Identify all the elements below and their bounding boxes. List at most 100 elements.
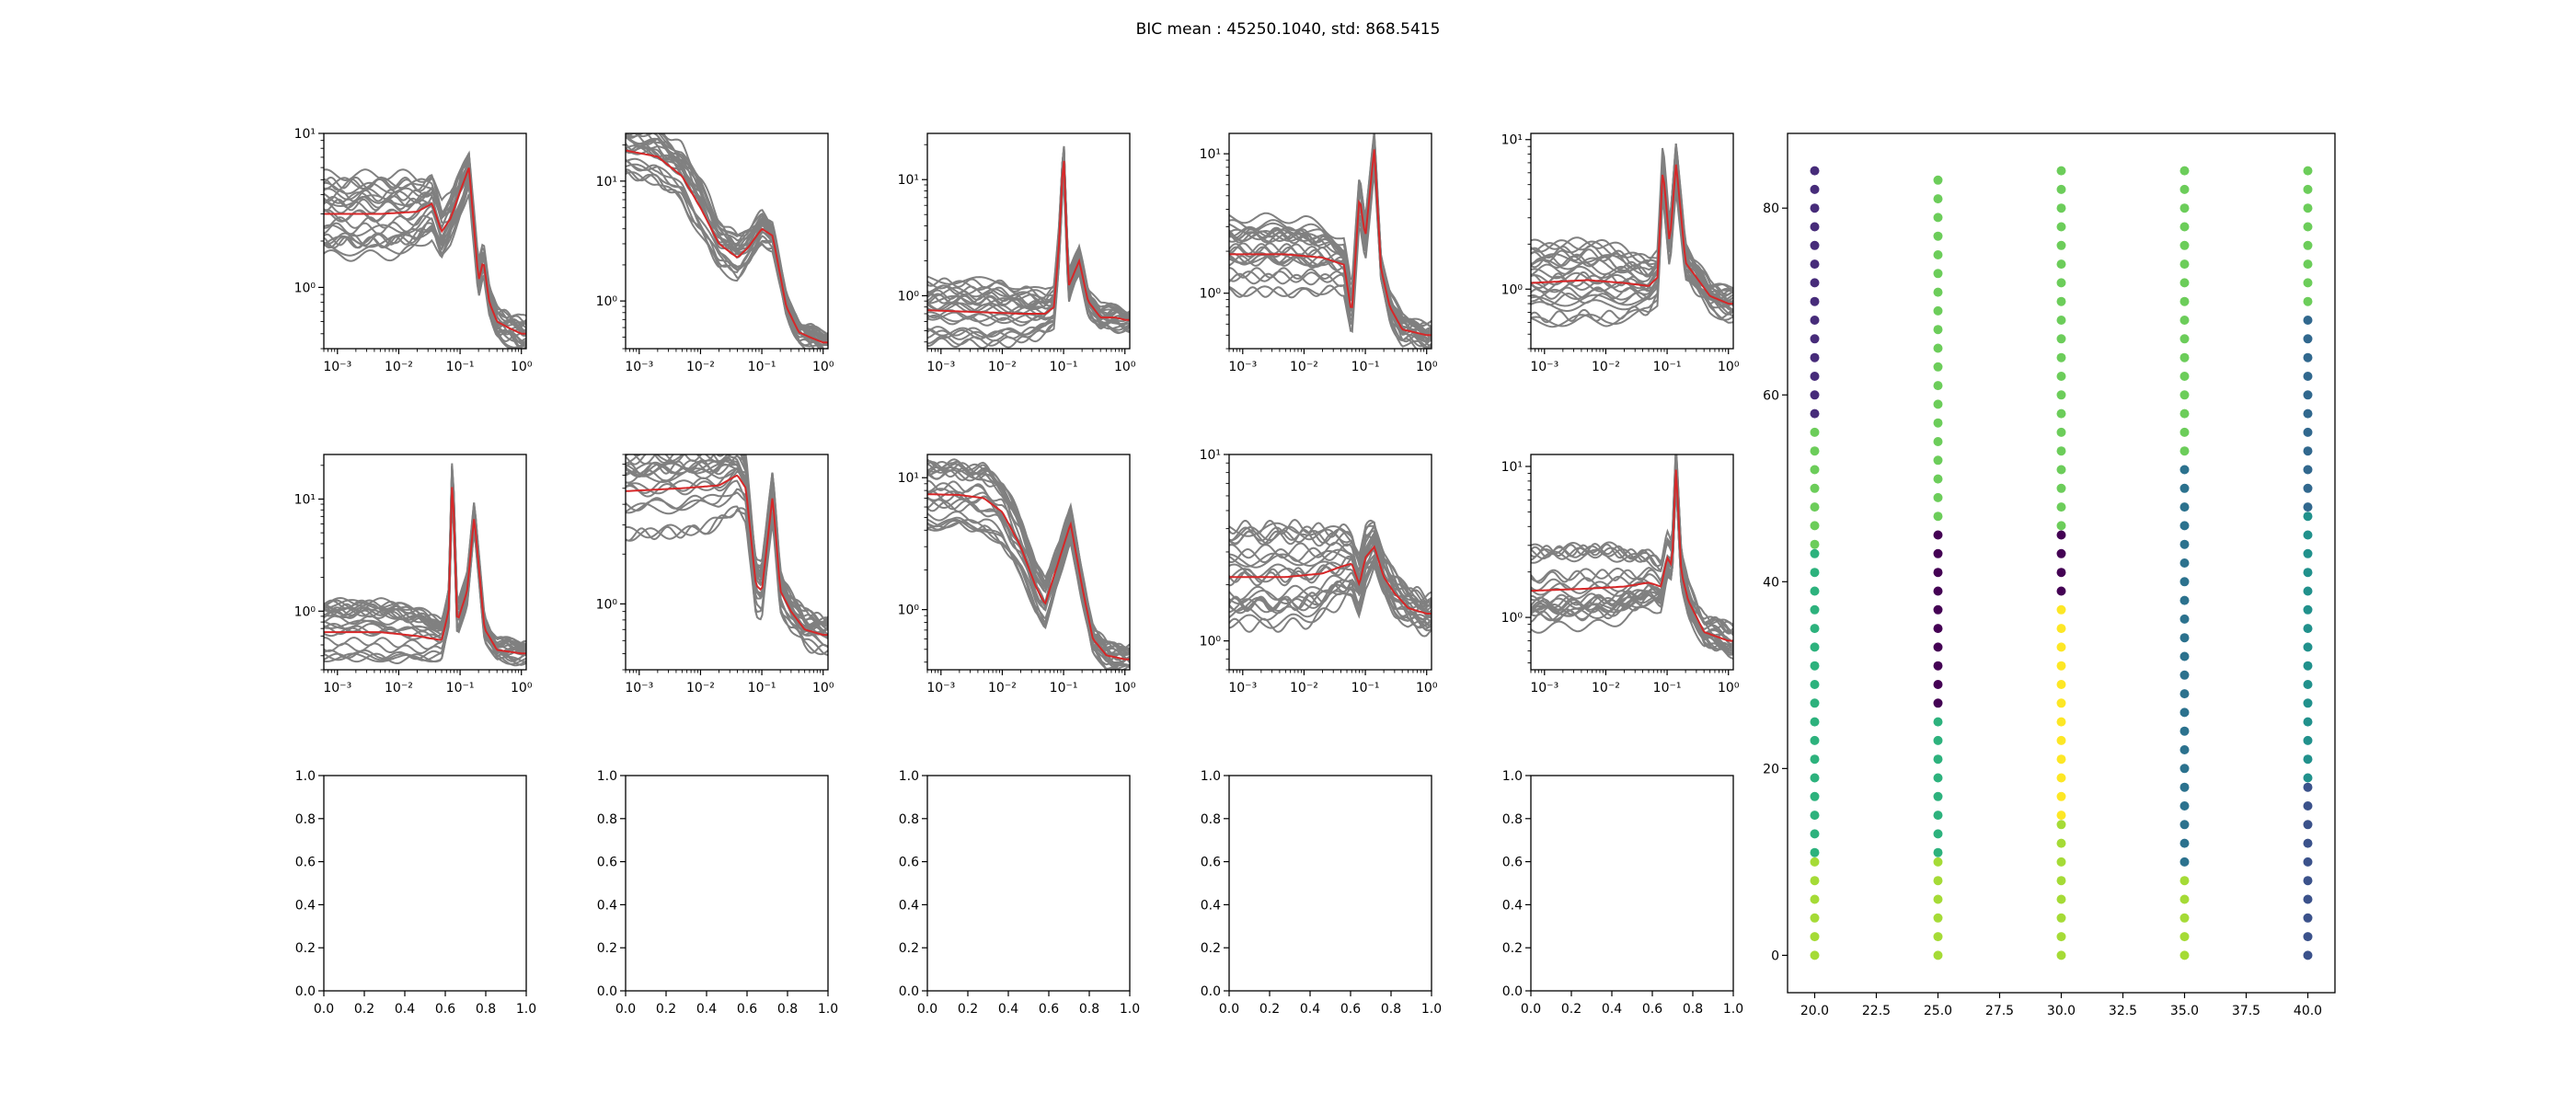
scatter-point xyxy=(1933,437,1943,446)
x-tick-label: 10⁻³ xyxy=(1530,681,1558,696)
x-tick-label: 1.0 xyxy=(818,1002,838,1017)
scatter-point xyxy=(2179,390,2190,400)
y-tick-label: 0.2 xyxy=(597,941,617,956)
axes-frame xyxy=(625,132,829,350)
x-tick-label: 10⁻¹ xyxy=(1351,360,1380,374)
scatter-point xyxy=(2056,624,2066,634)
scatter-point xyxy=(1933,642,1943,652)
axes-frame xyxy=(1530,132,1734,350)
ensemble-line xyxy=(324,185,526,349)
plot-area xyxy=(927,145,1130,349)
subplot-8: 10⁻³ 10⁻² 10⁻¹ 10⁰ 10⁰ 10¹ xyxy=(898,454,1136,696)
scatter-point xyxy=(1810,735,1820,745)
subplot-12: 0.0 0.0 0.2 0.2 0.4 0.4 0.6 0.6 0.8 0.8 1.0 1.0 xyxy=(597,769,838,1017)
ensemble-line xyxy=(1229,531,1432,610)
y-tick-label: 0.6 xyxy=(899,856,919,870)
scatter-point xyxy=(2303,372,2313,381)
scatter-point xyxy=(1933,894,1943,904)
scatter-point xyxy=(2303,316,2313,325)
scatter-point xyxy=(2179,408,2190,419)
scatter-point xyxy=(2056,698,2066,708)
scatter-point xyxy=(2179,483,2190,493)
scatter-point xyxy=(2179,595,2190,605)
mean-line xyxy=(1531,469,1733,642)
x-tick-label: 0.6 xyxy=(1340,1002,1361,1017)
ensemble-line xyxy=(324,184,526,349)
scatter-point xyxy=(2056,811,2066,821)
x-tick-label: 10⁻³ xyxy=(625,681,653,696)
scatter-point xyxy=(2303,913,2313,923)
plot-area xyxy=(324,150,526,349)
scatter-point xyxy=(2056,820,2066,830)
scatter-point xyxy=(2179,932,2190,942)
plot-area xyxy=(1531,454,1733,661)
scatter-point xyxy=(2303,278,2313,288)
scatter-point xyxy=(2303,876,2313,886)
scatter-point xyxy=(2303,512,2313,522)
x-tick-label: 10⁻² xyxy=(686,681,715,696)
x-tick-label: 10⁰ xyxy=(812,360,834,374)
scatter-point xyxy=(2303,259,2313,270)
ensemble-line xyxy=(1531,179,1733,328)
scatter-point xyxy=(2179,296,2190,306)
y-tick-label: 0.2 xyxy=(295,941,316,956)
ensemble-line xyxy=(1229,141,1432,328)
x-tick-label: 10⁻² xyxy=(385,681,413,696)
scatter-point xyxy=(1810,913,1820,923)
x-tick-label: 0.2 xyxy=(958,1002,978,1017)
scatter-point xyxy=(1810,791,1820,801)
scatter-point xyxy=(1810,773,1820,783)
x-tick-label: 10⁻³ xyxy=(323,681,351,696)
y-tick-label: 0.4 xyxy=(899,898,919,913)
axes-frame xyxy=(1530,454,1734,671)
scatter-point xyxy=(2056,642,2066,652)
scatter-point xyxy=(1810,876,1820,886)
x-tick-label: 0.2 xyxy=(1561,1002,1581,1017)
scatter-point xyxy=(2179,259,2190,270)
scatter-point xyxy=(2179,857,2190,867)
scatter-point xyxy=(2303,642,2313,652)
x-tick-label: 25.0 xyxy=(1924,1004,1952,1018)
subplot-6: 10⁻³ 10⁻² 10⁻¹ 10⁰ 10⁰ 10¹ xyxy=(294,454,533,696)
scatter-point xyxy=(1933,913,1943,923)
scatter-point xyxy=(2056,604,2066,615)
axes-frame xyxy=(926,132,1131,350)
x-tick-label: 10⁻³ xyxy=(1228,360,1257,374)
scatter-point xyxy=(2179,707,2190,718)
scatter-point xyxy=(2179,894,2190,904)
scatter-point xyxy=(1933,680,1943,689)
scatter-point xyxy=(2303,894,2313,904)
scatter-point xyxy=(2056,586,2066,596)
scatter-point xyxy=(2179,316,2190,325)
scatter-point xyxy=(2056,465,2066,475)
scatter-point xyxy=(2179,651,2190,661)
scatter-point xyxy=(1933,325,1943,335)
y-tick-label: 10¹ xyxy=(1200,147,1221,162)
x-tick-label: 0.8 xyxy=(777,1002,798,1017)
ensemble-line xyxy=(626,510,828,656)
scatter-point xyxy=(2056,259,2066,270)
ensemble-line xyxy=(1531,481,1733,650)
y-tick-label: 40 xyxy=(1763,575,1779,590)
y-tick-label: 10⁰ xyxy=(898,604,920,618)
scatter-point xyxy=(1933,269,1943,279)
x-tick-label: 10⁻³ xyxy=(1530,360,1558,374)
scatter-point xyxy=(2056,427,2066,437)
subplot-11: 0.0 0.0 0.2 0.2 0.4 0.4 0.6 0.6 0.8 0.8 1.0 1.0 xyxy=(295,769,536,1017)
scatter-point xyxy=(2056,166,2066,176)
y-tick-label: 10¹ xyxy=(294,492,316,507)
scatter-point xyxy=(2179,876,2190,886)
ensemble-line xyxy=(324,500,526,665)
scatter-point xyxy=(2056,894,2066,904)
axes-frame xyxy=(1228,454,1432,671)
y-tick-label: 0.0 xyxy=(597,984,617,999)
x-tick-label: 10⁰ xyxy=(1718,360,1740,374)
x-tick-label: 0.0 xyxy=(1521,1002,1541,1017)
scatter-point xyxy=(1810,465,1820,475)
scatter-point xyxy=(2056,661,2066,671)
ensemble-line xyxy=(1229,165,1432,349)
ensemble-line xyxy=(626,459,828,631)
scatter-point xyxy=(1810,390,1820,400)
plot-area xyxy=(1229,133,1432,349)
